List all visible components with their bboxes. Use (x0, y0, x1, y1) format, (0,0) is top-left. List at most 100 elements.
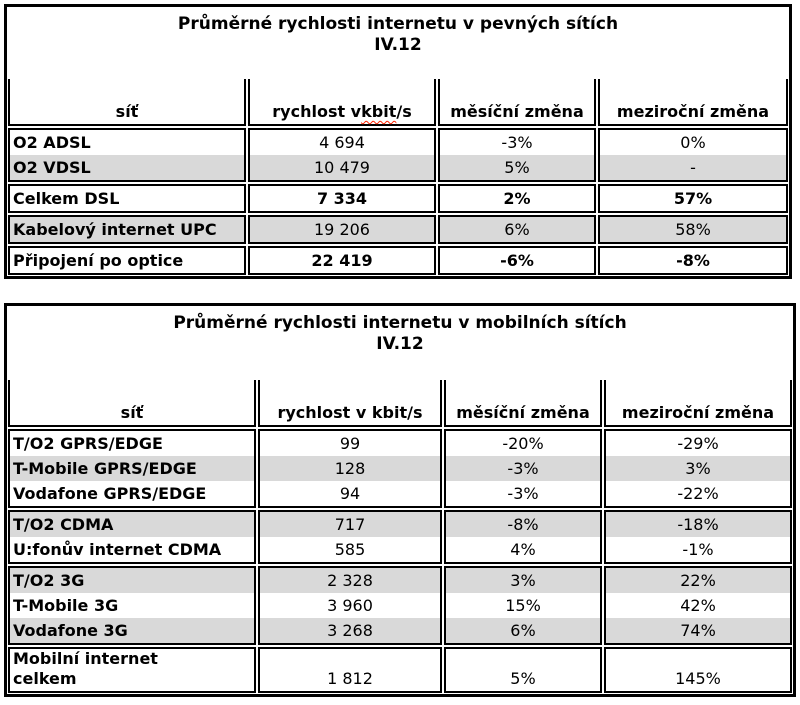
speed-block: 2 328 3 960 3 268 (258, 566, 442, 645)
speed-block: 99 128 94 (258, 429, 442, 508)
speed-value: 4 694 (319, 133, 365, 152)
network-label: O2 ADSL (13, 133, 91, 152)
monthly-value: 4% (510, 540, 536, 559)
speed-block: 19 206 (248, 215, 436, 244)
monthly-value: 5% (440, 155, 594, 180)
column-header: síť (8, 79, 246, 126)
monthly-block: 3% 15% 6% (444, 566, 602, 645)
monthly-block: -8% 4% (444, 510, 602, 564)
network-label: Připojení po optice (13, 251, 184, 270)
network-label-block: Kabelový internet UPC (8, 215, 246, 244)
network-label: O2 VDSL (10, 155, 244, 180)
monthly-value: 3% (446, 568, 600, 593)
network-label: T/O2 GPRS/EDGE (13, 434, 163, 453)
monthly-value: 6% (440, 217, 594, 242)
yearly-value: 3% (606, 456, 790, 481)
row-group: T/O2 GPRS/EDGE T-Mobile GPRS/EDGE Vodafone… (7, 428, 793, 509)
column-header: měsíční změna (438, 79, 596, 126)
network-label-block: O2 ADSL O2 VDSL (8, 128, 246, 182)
column-header: síť (8, 380, 256, 427)
column-header-row: síť rychlost v kbit/s měsíční změna meziroč… (7, 380, 793, 428)
row-group: T/O2 3G T-Mobile 3G Vodafone 3G 2 328 3 960 3… (7, 565, 793, 646)
yearly-value: -22% (677, 484, 719, 503)
row-group: Celkem DSL 7 334 2% 57% (7, 183, 789, 214)
speed-block: 7 334 (248, 184, 436, 213)
speed-value: 3 960 (327, 596, 373, 615)
yearly-block: 145% (604, 647, 792, 693)
row-group: Mobilní internet celkem 1 812 5% 145% (7, 646, 793, 694)
mobile-networks-table: Průměrné rychlosti internetu v mobilních… (4, 303, 796, 697)
row-group: Připojení po optice 22 419 -6% -8% (7, 245, 789, 276)
speed-value: 19 206 (250, 217, 434, 242)
speed-value: 717 (260, 512, 440, 537)
network-label: Vodafone GPRS/EDGE (13, 484, 207, 503)
monthly-value: 6% (446, 618, 600, 643)
monthly-value: 5% (510, 669, 536, 688)
column-header: měsíční změna (444, 380, 602, 427)
yearly-block: 22% 42% 74% (604, 566, 792, 645)
yearly-block: -18% -1% (604, 510, 792, 564)
speed-value: 10 479 (250, 155, 434, 180)
table-title-text: Průměrné rychlosti internetu v mobilních… (173, 313, 627, 333)
network-label: Mobilní internet celkem (13, 649, 158, 688)
yearly-value: 74% (606, 618, 790, 643)
column-header: meziroční změna (604, 380, 792, 427)
yearly-value: -1% (682, 540, 714, 559)
speed-value: 94 (339, 484, 361, 503)
row-group: T/O2 CDMA U:fonův internet CDMA 717 585 -8% 4… (7, 509, 793, 565)
yearly-block: 57% (598, 184, 788, 213)
yearly-value: - (600, 155, 786, 180)
network-label-block: T/O2 3G T-Mobile 3G Vodafone 3G (8, 566, 256, 645)
yearly-value: 57% (673, 189, 713, 208)
monthly-block: -6% (438, 246, 596, 275)
monthly-value: -3% (501, 133, 533, 152)
table-title: Průměrné rychlosti internetu v mobilních… (7, 306, 793, 380)
yearly-block: 58% (598, 215, 788, 244)
column-header: rychlost v kbit/s (258, 380, 442, 427)
column-header-row: síť rychlost v kbit/s měsíční změna meziroč… (7, 79, 789, 127)
column-header: rychlost v kbit/s (248, 79, 436, 126)
table-period: IV.12 (376, 334, 424, 354)
speed-value: 99 (339, 434, 361, 453)
speed-value: 1 812 (327, 669, 373, 688)
speed-block: 717 585 (258, 510, 442, 564)
monthly-block: -3% 5% (438, 128, 596, 182)
yearly-value: -18% (606, 512, 790, 537)
monthly-block: -20% -3% -3% (444, 429, 602, 508)
network-label: T/O2 3G (10, 568, 254, 593)
yearly-block: 0% - (598, 128, 788, 182)
network-label: Vodafone 3G (10, 618, 254, 643)
column-header: meziroční změna (598, 79, 788, 126)
network-label: T-Mobile 3G (13, 596, 119, 615)
table-title: Průměrné rychlosti internetu v pevných s… (7, 7, 789, 79)
network-label: Kabelový internet UPC (10, 217, 244, 242)
yearly-value: -8% (676, 251, 710, 270)
monthly-value: -3% (446, 456, 600, 481)
network-label: T-Mobile GPRS/EDGE (10, 456, 254, 481)
network-label: T/O2 CDMA (10, 512, 254, 537)
speed-value: 3 268 (260, 618, 440, 643)
yearly-value: 22% (606, 568, 790, 593)
speed-block: 4 694 10 479 (248, 128, 436, 182)
speed-value: 22 419 (311, 251, 373, 270)
speed-value: 585 (334, 540, 366, 559)
network-label-block: Celkem DSL (8, 184, 246, 213)
fixed-networks-table: Průměrné rychlosti internetu v pevných s… (4, 4, 792, 279)
row-group: Kabelový internet UPC 19 206 6% 58% (7, 214, 789, 245)
speed-value: 2 328 (260, 568, 440, 593)
monthly-block: 6% (438, 215, 596, 244)
speed-value: 128 (260, 456, 440, 481)
yearly-value: 42% (680, 596, 716, 615)
monthly-value: -3% (507, 484, 539, 503)
monthly-value: -6% (500, 251, 534, 270)
network-label: Celkem DSL (13, 189, 120, 208)
column-header-text: /s (396, 102, 412, 121)
table-period: IV.12 (374, 35, 422, 55)
monthly-block: 2% (438, 184, 596, 213)
yearly-value: -29% (677, 434, 719, 453)
yearly-value: 58% (600, 217, 786, 242)
network-label-block: T/O2 CDMA U:fonův internet CDMA (8, 510, 256, 564)
monthly-value: -20% (502, 434, 544, 453)
yearly-value: 0% (680, 133, 706, 152)
